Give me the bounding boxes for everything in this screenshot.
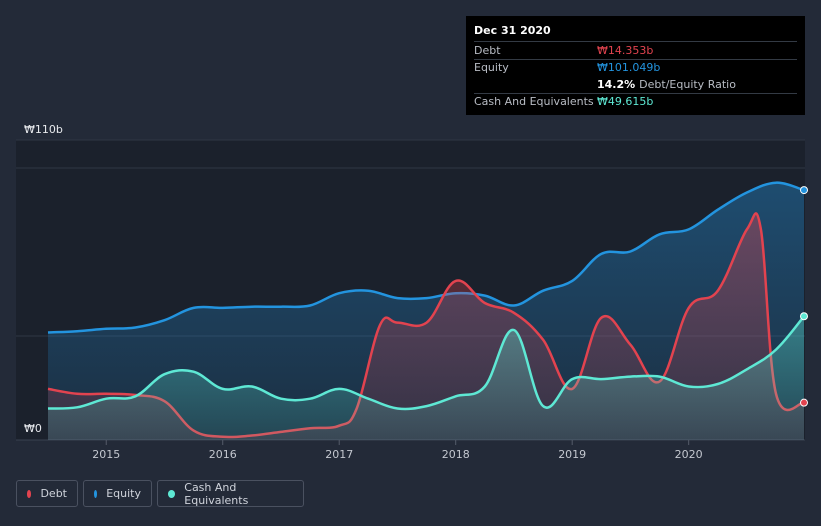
tooltip-debt-label: Debt [474,43,501,57]
tooltip-ratio-value: 14.2% [597,77,636,91]
legend-equity-label: Equity [106,487,141,500]
tooltip-date: Dec 31 2020 [474,24,551,37]
tooltip: Dec 31 2020 Debt ₩14.353b Equity ₩101.04… [466,16,805,115]
x-tick-label: 2020 [675,448,703,461]
y-tick-label: ₩0 [24,422,42,435]
x-tick-label: 2017 [325,448,353,461]
tooltip-debt-row: Debt ₩14.353b [474,41,797,59]
tooltip-debt-value: ₩14.353b [597,43,654,57]
legend-equity[interactable]: Equity [83,480,152,507]
equity-line [47,181,805,334]
tooltip-equity-row: Equity ₩101.049b [474,58,797,77]
x-tick-label: 2015 [92,448,120,461]
debt-dot-icon [27,489,32,498]
x-tick-label: 2018 [442,448,470,461]
tooltip-equity-label: Equity [474,61,509,75]
x-tick-label: 2016 [209,448,237,461]
tooltip-cash-value: ₩49.615b [597,95,654,109]
y-tick-label: ₩110b [24,123,63,136]
tooltip-ratio-label: Debt/Equity Ratio [639,77,736,91]
tooltip-cash-row: Cash And Equivalents ₩49.615b [474,92,797,111]
x-tick-label: 2019 [558,448,586,461]
cash-dot-icon [168,489,176,498]
equity-end-point [800,186,808,195]
legend-cash[interactable]: Cash And Equivalents [157,480,304,507]
tooltip-equity-value: ₩101.049b [597,61,661,75]
cash-area [48,316,804,440]
cash-line [47,315,805,411]
cash-end-point [800,312,808,321]
debt-end-point [800,398,808,407]
equity-dot-icon [94,489,98,498]
tooltip-cash-label: Cash And Equivalents [474,95,594,109]
legend-cash-label: Cash And Equivalents [184,480,249,507]
legend-debt[interactable]: Debt [16,480,78,507]
legend-debt-label: Debt [40,487,67,500]
tooltip-ratio-row: 14.2% Debt/Equity Ratio [474,76,797,93]
